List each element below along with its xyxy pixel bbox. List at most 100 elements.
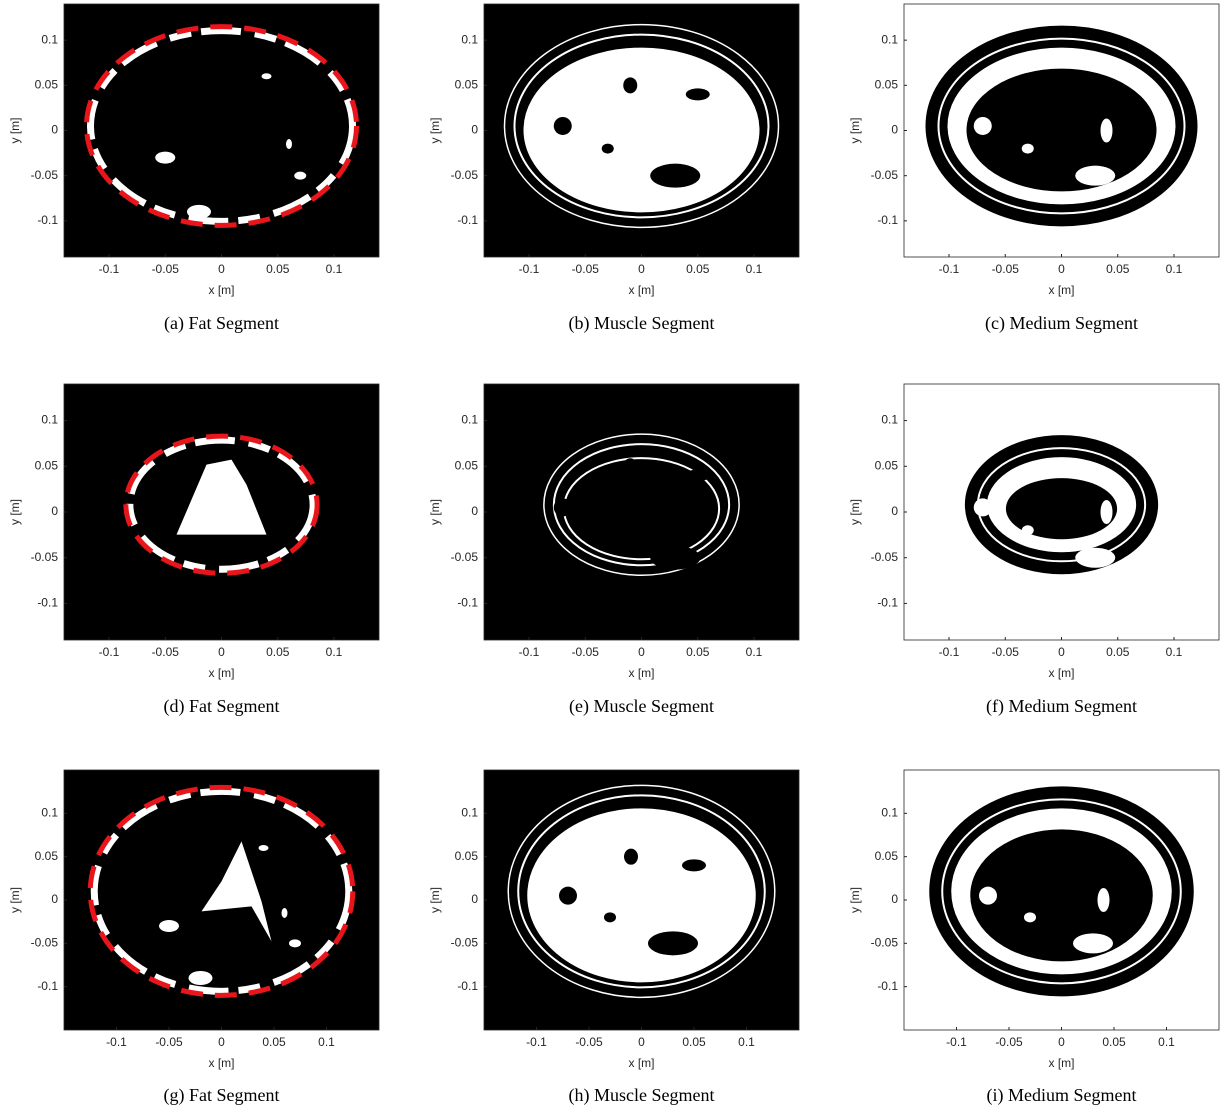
y-tick-label: -0.05 <box>871 550 899 564</box>
caption: (f) Medium Segment <box>986 696 1137 717</box>
fat-blob <box>155 152 175 164</box>
fat-blob <box>189 971 213 985</box>
caption: (b) Muscle Segment <box>569 313 715 334</box>
muscle-hole <box>554 498 572 516</box>
y-tick-label: 0.05 <box>35 849 59 863</box>
y-tick-label: -0.05 <box>31 168 59 182</box>
medium-gap <box>1073 933 1113 953</box>
y-tick-label: 0.1 <box>41 413 58 427</box>
x-tick-label: 0.05 <box>1106 645 1130 659</box>
y-tick-label: -0.1 <box>457 596 478 610</box>
x-tick-label: -0.05 <box>572 645 600 659</box>
x-tick-label: 0.05 <box>262 1035 286 1049</box>
x-tick-label: 0 <box>1058 645 1065 659</box>
y-tick-label: 0.1 <box>881 413 898 427</box>
x-tick-label: 0.05 <box>1106 262 1130 276</box>
y-axis-label: y [m] <box>428 118 442 144</box>
x-axis-label: x [m] <box>1049 666 1075 680</box>
x-axis-label: x [m] <box>209 666 235 680</box>
segment-image <box>484 770 799 1030</box>
y-axis-label: y [m] <box>8 887 22 913</box>
x-axis-label: x [m] <box>209 283 235 297</box>
x-axis-label: x [m] <box>629 666 655 680</box>
y-tick-label: 0.1 <box>461 32 478 46</box>
muscle-hole <box>686 469 710 481</box>
medium-gap <box>1075 166 1115 186</box>
y-axis-label: y [m] <box>8 499 22 525</box>
panel: -0.1-0.0500.050.1-0.1-0.0500.050.1x [m]y… <box>8 384 379 717</box>
y-tick-label: 0.05 <box>35 77 59 91</box>
x-tick-label: 0.05 <box>266 262 290 276</box>
x-tick-label: 0.1 <box>738 1035 755 1049</box>
x-tick-label: -0.1 <box>939 262 960 276</box>
x-tick-label: -0.05 <box>152 262 180 276</box>
y-axis-label: y [m] <box>428 887 442 913</box>
y-tick-label: 0.05 <box>455 77 479 91</box>
medium-gap <box>979 887 997 905</box>
x-tick-label: -0.1 <box>519 645 540 659</box>
y-tick-label: 0.05 <box>35 458 59 472</box>
x-tick-label: -0.05 <box>995 1035 1023 1049</box>
y-tick-label: 0.1 <box>881 32 898 46</box>
y-tick-label: 0 <box>891 123 898 137</box>
x-tick-label: -0.05 <box>992 262 1020 276</box>
caption: (d) Fat Segment <box>164 696 280 717</box>
x-tick-label: 0.1 <box>326 645 343 659</box>
muscle-hole <box>623 77 637 93</box>
x-tick-label: 0 <box>218 262 225 276</box>
segment-image <box>64 4 379 257</box>
x-tick-label: 0.05 <box>1102 1035 1126 1049</box>
y-tick-label: 0.05 <box>455 458 479 472</box>
caption: (i) Medium Segment <box>987 1085 1137 1106</box>
x-tick-label: 0 <box>1058 1035 1065 1049</box>
x-axis-label: x [m] <box>1049 1056 1075 1070</box>
y-tick-label: 0.05 <box>875 77 899 91</box>
x-tick-label: -0.05 <box>152 645 180 659</box>
x-tick-label: 0 <box>638 1035 645 1049</box>
x-axis-label: x [m] <box>629 283 655 297</box>
y-tick-label: -0.1 <box>37 213 58 227</box>
y-tick-label: -0.1 <box>877 596 898 610</box>
y-tick-label: 0.1 <box>461 806 478 820</box>
medium-gap <box>1098 888 1110 912</box>
fat-blob <box>286 139 292 149</box>
medium-core <box>970 829 1153 961</box>
muscle-hole <box>650 546 700 570</box>
x-tick-label: 0.1 <box>1166 645 1183 659</box>
muscle-hole <box>624 849 638 865</box>
y-tick-label: 0 <box>51 892 58 906</box>
x-tick-label: -0.05 <box>572 262 600 276</box>
muscle-hole <box>648 931 698 955</box>
y-tick-label: 0.1 <box>881 806 898 820</box>
muscle-hole <box>682 859 706 871</box>
y-tick-label: 0.05 <box>875 849 899 863</box>
y-tick-label: -0.05 <box>451 936 479 950</box>
x-tick-label: -0.1 <box>106 1035 127 1049</box>
medium-core <box>967 69 1157 192</box>
y-axis-label: y [m] <box>428 499 442 525</box>
x-tick-label: 0 <box>638 645 645 659</box>
y-tick-label: 0.05 <box>875 458 899 472</box>
muscle-hole <box>559 887 577 905</box>
x-tick-label: 0.05 <box>266 645 290 659</box>
medium-gap <box>974 117 992 135</box>
caption: (c) Medium Segment <box>985 313 1138 334</box>
x-tick-label: 0.1 <box>1158 1035 1175 1049</box>
x-tick-label: -0.05 <box>155 1035 183 1049</box>
medium-gap <box>1024 912 1036 922</box>
x-tick-label: -0.05 <box>575 1035 603 1049</box>
y-tick-label: -0.05 <box>871 168 899 182</box>
x-tick-label: 0.1 <box>326 262 343 276</box>
segment-image <box>64 384 379 640</box>
fat-blob <box>294 172 306 180</box>
x-tick-label: -0.1 <box>946 1035 967 1049</box>
muscle-hole <box>686 88 710 100</box>
panel: -0.1-0.0500.050.1-0.1-0.0500.050.1x [m]y… <box>428 384 799 717</box>
medium-gap <box>1101 119 1113 143</box>
caption: (h) Muscle Segment <box>569 1085 715 1106</box>
